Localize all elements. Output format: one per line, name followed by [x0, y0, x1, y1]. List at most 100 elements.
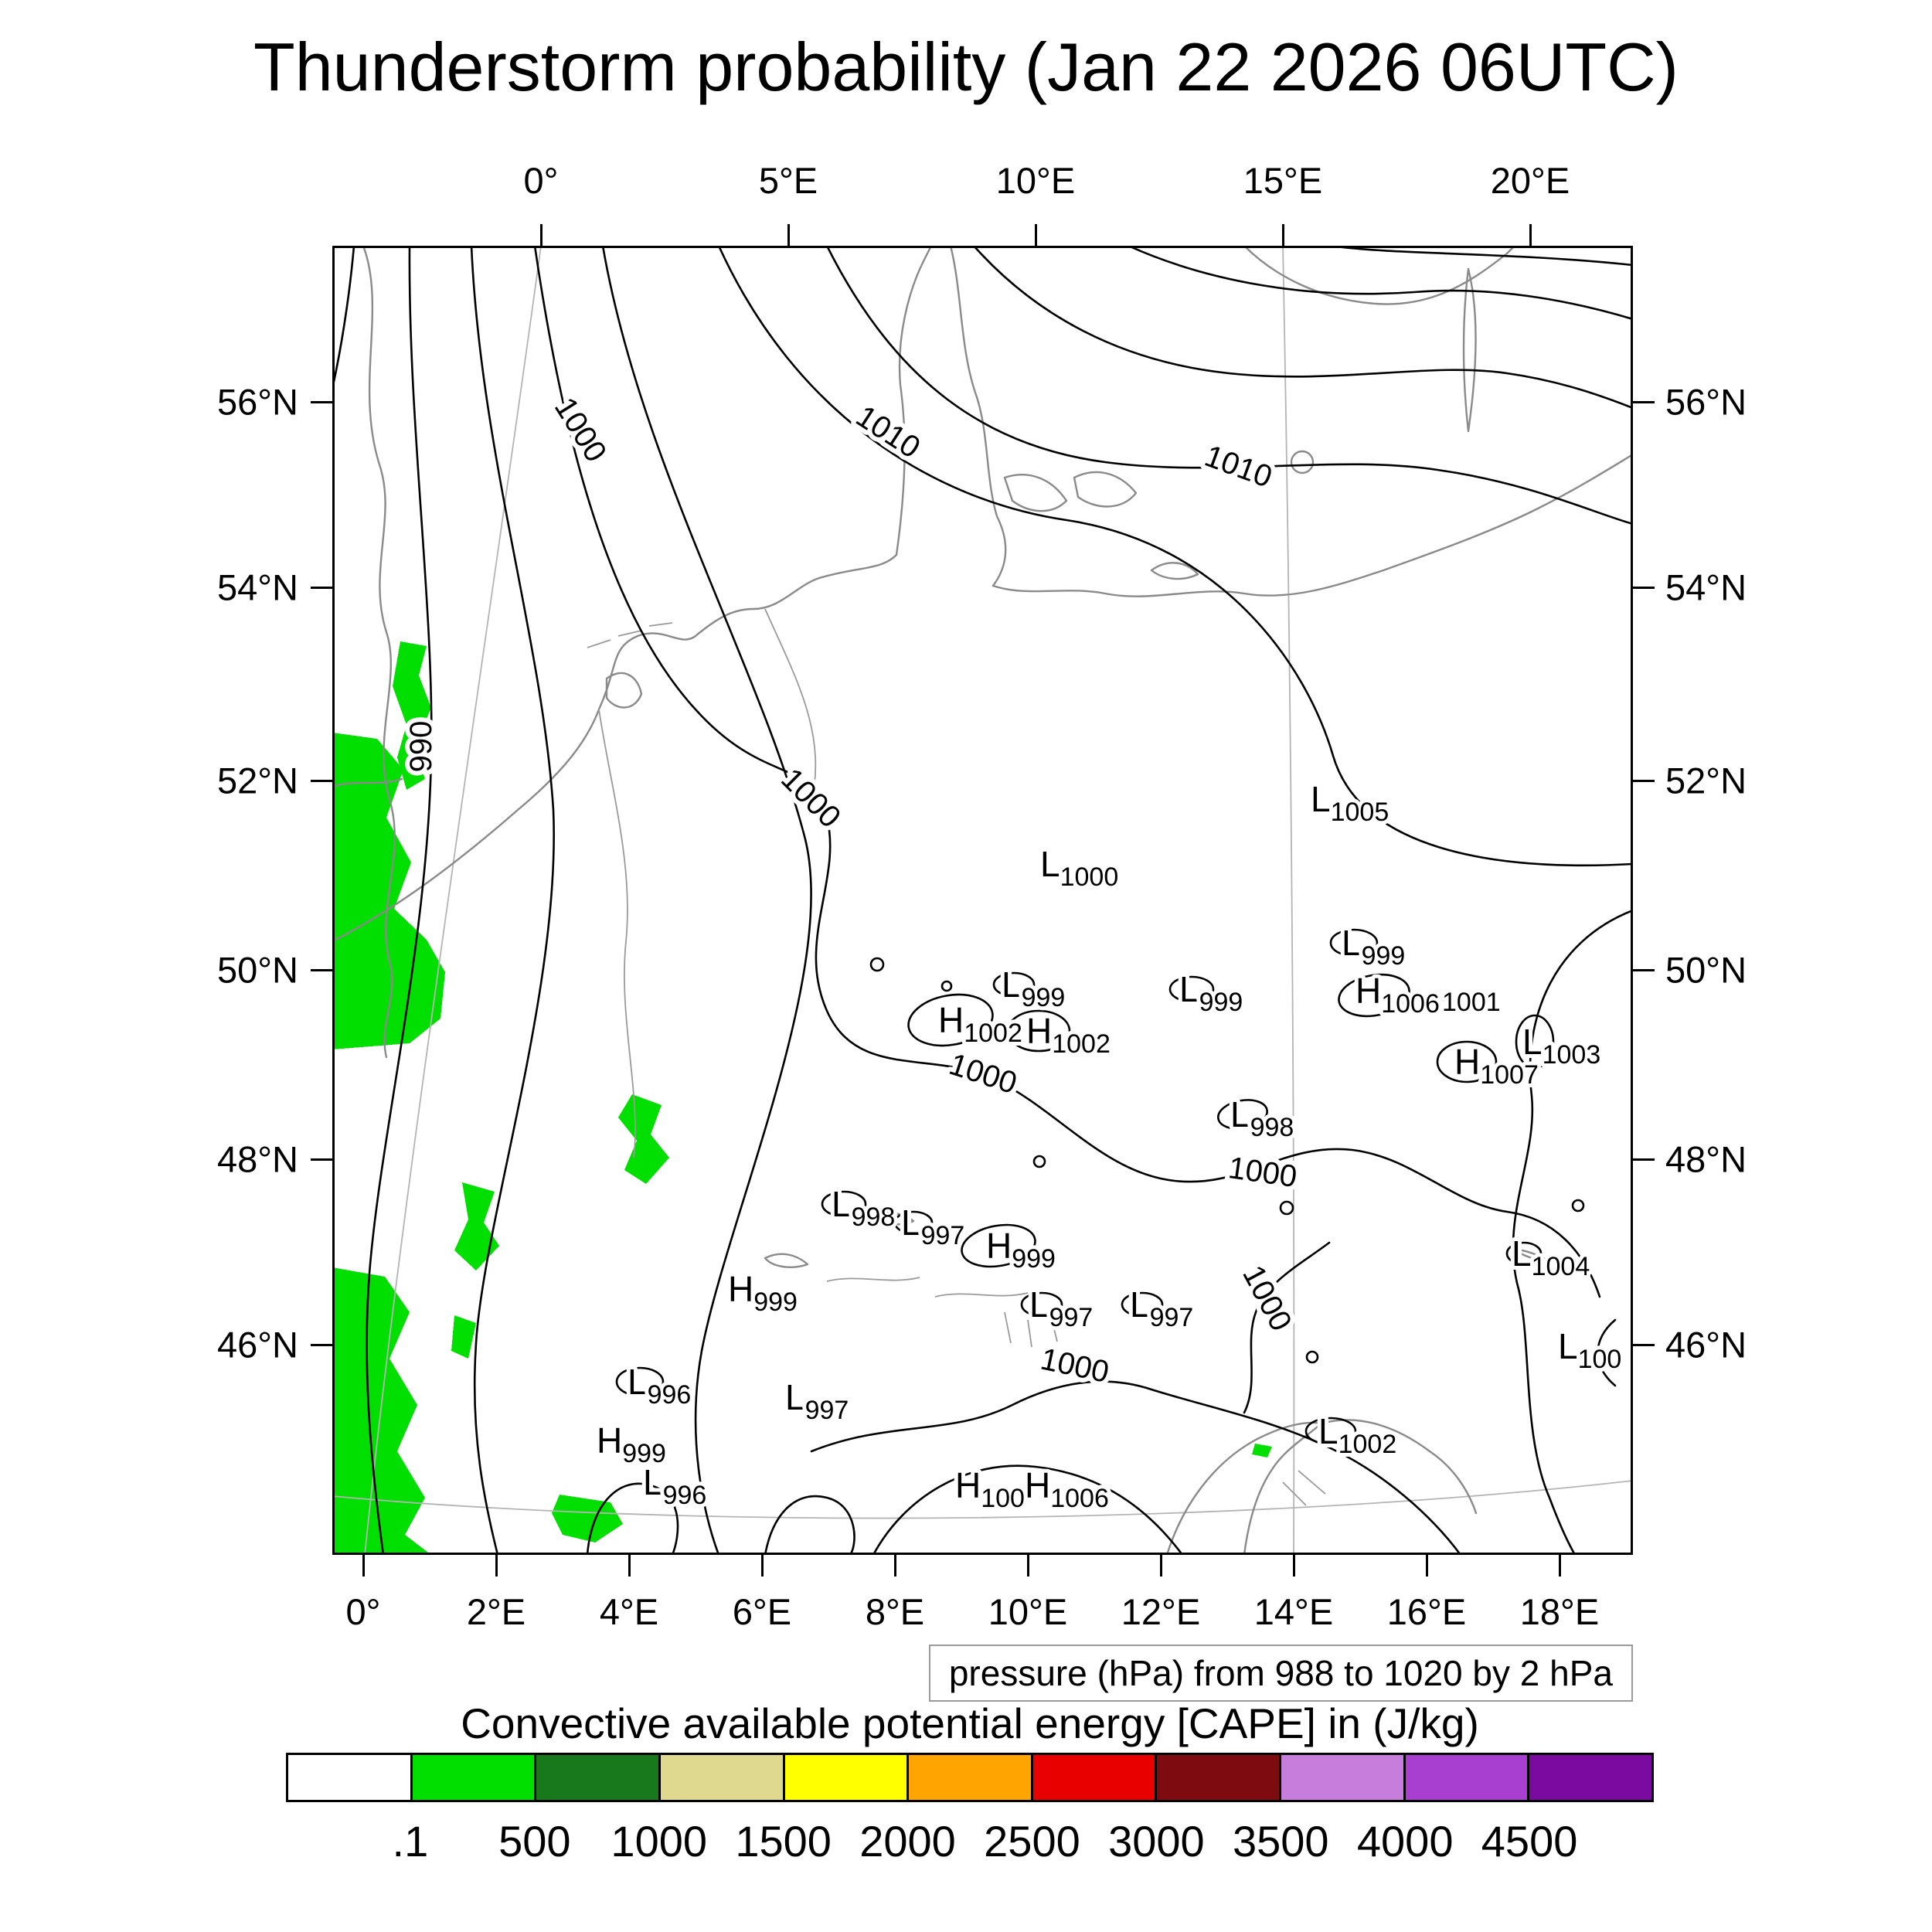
isobar-value-label: 1000 — [1038, 1342, 1112, 1390]
colorbar-tick-label: 4000 — [1356, 1817, 1454, 1866]
right-axis-label: 50°N — [1665, 949, 1747, 991]
pressure-note-text: pressure (hPa) from 988 to 1020 by 2 hPa — [948, 1653, 1613, 1693]
bottom-axis-label: 10°E — [988, 1591, 1068, 1632]
left-axis-label: 54°N — [216, 566, 298, 608]
colorbar-cell — [1403, 1755, 1528, 1800]
left-axis-label: 50°N — [216, 949, 298, 991]
top-axis-label: 5°E — [758, 160, 818, 201]
right-axis-label: 52°N — [1665, 760, 1747, 801]
isobar-layer — [332, 246, 1633, 1555]
left-axis-tick — [311, 1158, 332, 1161]
cape-colorbar-title: Convective available potential energy [C… — [461, 1699, 1479, 1747]
colorbar-cell — [782, 1755, 907, 1800]
right-axis-label: 54°N — [1665, 566, 1747, 608]
colorbar-tick-label: 1500 — [735, 1817, 832, 1866]
top-axis-tick — [787, 224, 790, 246]
page-title: Thunderstorm probability (Jan 22 2026 06… — [253, 29, 1679, 105]
pressure-note-box: pressure (hPa) from 988 to 1020 by 2 hPa — [928, 1645, 1633, 1702]
colorbar-tick-label: 4500 — [1481, 1817, 1578, 1866]
pressure-center: L997 — [785, 1377, 849, 1425]
bottom-axis-label: 14°E — [1253, 1591, 1334, 1632]
colorbar-tick-label: 1000 — [611, 1817, 708, 1866]
left-axis-tick — [311, 779, 332, 782]
top-axis-label: 10°E — [995, 160, 1076, 201]
left-axis-label: 56°N — [216, 381, 298, 423]
pressure-center: L1004 — [1512, 1233, 1590, 1281]
pressure-center: L1003 — [1522, 1022, 1600, 1070]
top-axis-label: 20°E — [1490, 160, 1570, 201]
isobar-value-label: 1010 — [1200, 439, 1277, 495]
bottom-axis-tick — [628, 1555, 631, 1577]
pressure-center: L997 — [1130, 1284, 1193, 1332]
pressure-center: H1006 — [1025, 1465, 1109, 1513]
right-axis-tick — [1633, 586, 1655, 589]
bottom-axis-label: 12°E — [1121, 1591, 1201, 1632]
pressure-center: L996 — [643, 1462, 706, 1510]
bottom-axis-tick — [495, 1555, 498, 1577]
pressure-center: L1000 — [1040, 844, 1118, 892]
colorbar-tick-label: 3500 — [1232, 1817, 1329, 1866]
bottom-axis-tick — [1292, 1555, 1295, 1577]
graticule-layer — [332, 246, 1633, 1555]
colorbar-tick-label: 2000 — [859, 1817, 956, 1866]
pressure-center: L1005 — [1311, 779, 1389, 827]
pressure-center: H1002 — [1026, 1011, 1111, 1059]
cape-colorbar-labels: .1 500 1000 1500 2000 2500 3000 3500 4000 4500 — [286, 1816, 1654, 1870]
bottom-axis-label: 4°E — [599, 1591, 659, 1632]
colorbar-cell — [410, 1755, 535, 1800]
isobar-value-label: 990 — [404, 721, 438, 773]
pressure-center: H999 — [728, 1269, 798, 1317]
colorbar-tick-label: 3000 — [1108, 1817, 1205, 1866]
right-axis-label: 46°N — [1665, 1324, 1747, 1366]
pressure-center: H1006 — [1355, 971, 1440, 1019]
bottom-axis-label: 0° — [345, 1591, 381, 1632]
pressure-center: L999 — [1002, 964, 1065, 1012]
pressure-center: L997 — [1029, 1284, 1093, 1332]
left-axis-tick — [311, 1343, 332, 1346]
top-axis-tick — [1529, 224, 1532, 246]
pressure-center: L100 — [1558, 1326, 1621, 1374]
coastline-layer — [332, 246, 1633, 1555]
left-axis-label: 46°N — [216, 1324, 298, 1366]
isobar-value-label: 1000 — [548, 392, 613, 468]
pressure-center: L996 — [628, 1362, 691, 1410]
left-axis-label: 52°N — [216, 760, 298, 801]
left-axis-tick — [311, 586, 332, 589]
colorbar-cell — [658, 1755, 783, 1800]
bottom-axis-tick — [362, 1555, 365, 1577]
bottom-axis-tick — [1425, 1555, 1428, 1577]
top-axis-label: 0° — [523, 160, 559, 201]
map: 1000 1010 1010 990 1000 1000 1000 1000 1000 L100… — [217, 160, 1747, 1632]
pressure-center: H1002 — [938, 1000, 1022, 1048]
left-axis-label: 48°N — [216, 1138, 298, 1180]
right-axis-tick — [1633, 400, 1655, 403]
bottom-axis-label: 16°E — [1386, 1591, 1467, 1632]
right-axis-tick — [1633, 779, 1655, 782]
bottom-axis-tick — [760, 1555, 764, 1577]
top-axis-tick — [1281, 224, 1284, 246]
bottom-axis-label: 8°E — [865, 1591, 925, 1632]
pressure-center: H1007 — [1454, 1042, 1539, 1090]
top-axis-tick — [1034, 224, 1037, 246]
pressure-center: L998 — [1230, 1094, 1294, 1142]
bottom-axis-label: 2°E — [466, 1591, 526, 1632]
bottom-axis-tick — [1026, 1555, 1029, 1577]
top-axis-label: 15°E — [1243, 160, 1323, 201]
pressure-center: L999 — [1342, 923, 1405, 971]
pressure-center: H100 — [955, 1465, 1025, 1513]
colorbar-tick-label: 500 — [498, 1817, 571, 1866]
left-axis-tick — [311, 400, 332, 403]
left-axis-tick — [311, 968, 332, 971]
colorbar-tick-label: 2500 — [984, 1817, 1080, 1866]
pressure-center: L998 — [832, 1184, 895, 1232]
bottom-axis-tick — [893, 1555, 896, 1577]
right-axis-tick — [1633, 1158, 1655, 1161]
pressure-center: L997 — [901, 1202, 964, 1250]
pressure-center: L1002 — [1318, 1411, 1396, 1459]
colorbar-cell — [1030, 1755, 1155, 1800]
right-axis-label: 56°N — [1665, 381, 1747, 423]
